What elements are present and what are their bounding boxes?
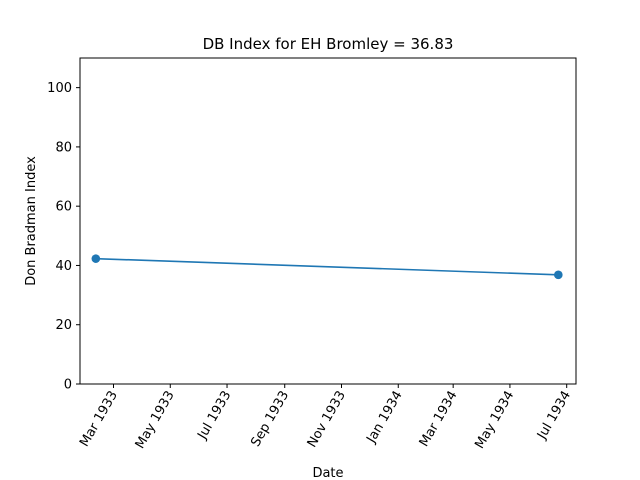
chart-title: DB Index for EH Bromley = 36.83	[203, 35, 454, 53]
x-axis: Mar 1933 May 1933 Jul 1933 Sep 1933 Nov 1933…	[77, 384, 574, 452]
plot-layer	[91, 254, 563, 280]
data-point	[91, 254, 101, 263]
x-tick-label: May 1934	[472, 389, 517, 452]
y-tick-label: 20	[55, 318, 72, 333]
x-tick-label: Mar 1934	[417, 388, 461, 449]
x-axis-label: Date	[312, 466, 343, 480]
series-line	[95, 257, 559, 276]
x-tick-label: May 1933	[133, 389, 178, 452]
x-tick-label: Mar 1933	[77, 389, 121, 450]
y-tick-label: 80	[55, 140, 72, 155]
x-tick-label: Jul 1934	[534, 389, 574, 443]
y-tick-label: 0	[64, 378, 72, 393]
y-tick-label: 40	[55, 259, 72, 274]
x-tick-label: Sep 1933	[248, 389, 292, 450]
x-tick-label: Jul 1933	[195, 389, 235, 443]
y-tick-label: 100	[47, 81, 72, 96]
x-tick-label: Jan 1934	[364, 389, 406, 447]
y-axis-label: Don Bradman Index	[24, 156, 39, 286]
plot-frame	[79, 57, 577, 385]
y-tick-label: 60	[55, 200, 72, 215]
data-point	[554, 270, 563, 280]
y-axis: 0 20 40 60 80 100	[47, 81, 80, 393]
x-tick-label: Nov 1933	[305, 389, 349, 451]
